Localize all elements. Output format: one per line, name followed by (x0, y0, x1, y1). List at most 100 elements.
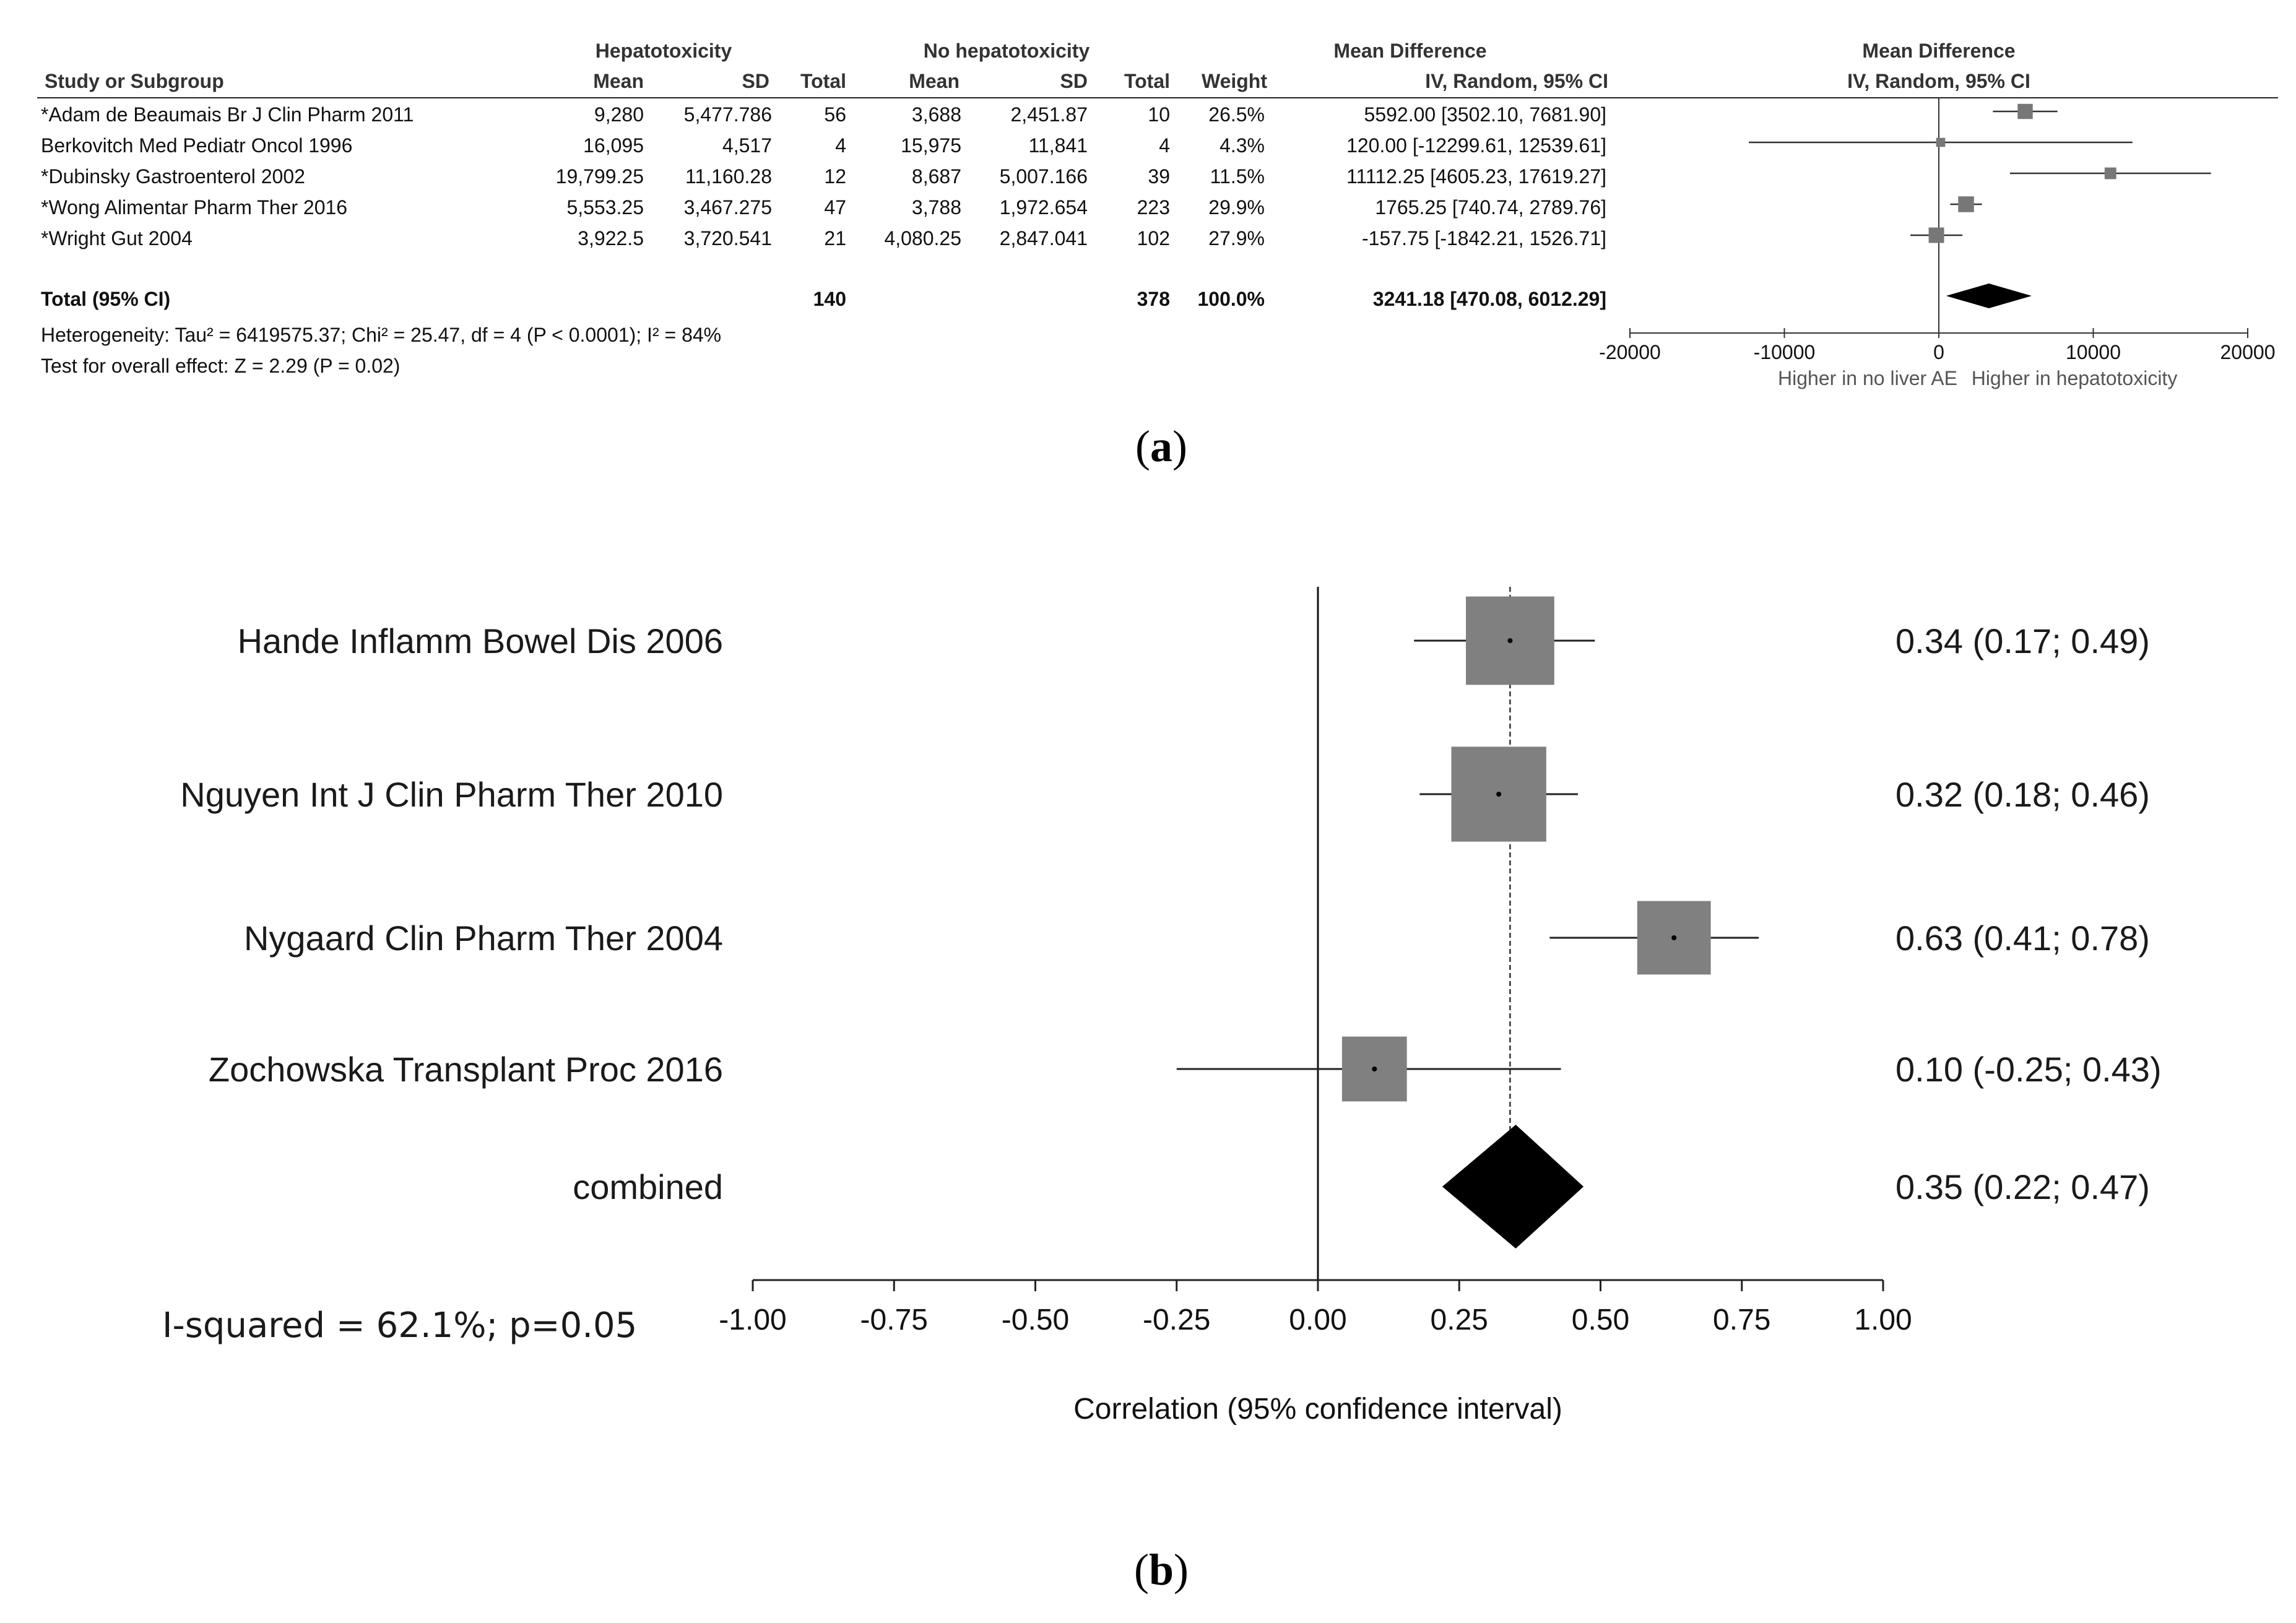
row-mean-nohepato: 3,788 (912, 196, 961, 219)
point-estimate-dot (1372, 1067, 1377, 1071)
row-weight: 26.5% (1208, 103, 1265, 126)
row-mean-hepato: 9,280 (594, 103, 644, 126)
point-estimate-square (1958, 196, 1974, 212)
study-label: Zochowska Transplant Proc 2016 (209, 1050, 723, 1089)
row-sd-hepato: 11,160.28 (685, 165, 772, 188)
table-row: *Dubinsky Gastroenterol 2002 19,799.25 1… (41, 165, 1606, 188)
row-sd-nohepato: 5,007.166 (1000, 165, 1088, 188)
point-estimate-dot (1496, 792, 1502, 797)
row-sd-nohepato: 2,847.041 (1000, 227, 1088, 249)
header-study: Study or Subgroup (45, 70, 224, 92)
x-tick-label-b: -0.50 (1002, 1304, 1069, 1336)
table-row: *Wong Alimentar Pharm Ther 2016 5,553.25… (41, 196, 1606, 219)
total-ci-text: 3241.18 [470.08, 6012.29] (1373, 288, 1606, 310)
row-weight: 29.9% (1208, 196, 1265, 219)
table-row: Berkovitch Med Pediatr Oncol 1996 16,095… (41, 134, 1606, 157)
effect-value-label: 0.63 (0.41; 0.78) (1895, 919, 2150, 958)
x-tick-label-a: 20000 (2220, 341, 2276, 363)
x-tick-label-b: 0.50 (1572, 1304, 1629, 1336)
row-weight: 4.3% (1219, 134, 1265, 157)
row-sd-hepato: 3,720.541 (684, 227, 772, 249)
point-estimate-square (1936, 137, 1946, 147)
x-tick-label-b: 1.00 (1854, 1304, 1912, 1336)
row-mean-hepato: 16,095 (583, 134, 644, 157)
effect-value-label: 0.10 (-0.25; 0.43) (1895, 1050, 2162, 1089)
header-mean-nohepato: Mean (909, 70, 960, 92)
row-total-hepato: 4 (835, 134, 846, 157)
row-ci-text: 11112.25 [4605.23, 17619.27] (1346, 165, 1606, 188)
row-mean-hepato: 19,799.25 (556, 165, 644, 188)
heterogeneity-text: Heterogeneity: Tau² = 6419575.37; Chi² =… (41, 324, 721, 346)
row-total-hepato: 47 (824, 196, 846, 219)
row-total-nohepato: 10 (1148, 103, 1170, 126)
row-total-nohepato: 102 (1137, 227, 1170, 249)
forest-plot-a: -20000 -10000 0 10000 20000 (1599, 98, 2275, 363)
study-label: Nygaard Clin Pharm Ther 2004 (244, 919, 723, 958)
header-group-no-hepatotoxicity: No hepatotoxicity (924, 40, 1090, 62)
x-axis-title-b: Correlation (95% confidence interval) (1073, 1393, 1562, 1426)
panel-b-forest-plot: Hande Inflamm Bowel Dis 2006 0.34 (0.17; … (162, 587, 2162, 1595)
overall-effect-text: Test for overall effect: Z = 2.29 (P = 0… (41, 355, 400, 377)
panel-label-b-letter: b (1149, 1545, 1174, 1595)
total-hepato: 140 (813, 288, 846, 310)
row-ci-text: -157.75 [-1842.21, 1526.71] (1362, 227, 1606, 249)
header-plot-mean-difference: Mean Difference (1862, 40, 2015, 62)
row-total-nohepato: 39 (1148, 165, 1170, 188)
row-total-nohepato: 223 (1137, 196, 1170, 219)
header-method: IV, Random, 95% CI (1425, 70, 1608, 92)
row-total-nohepato: 4 (1159, 134, 1170, 157)
row-mean-hepato: 3,922.5 (578, 227, 644, 249)
row-ci-text: 1765.25 [740.74, 2789.76] (1375, 196, 1606, 219)
header-weight: Weight (1202, 70, 1267, 92)
row-study-name: Berkovitch Med Pediatr Oncol 1996 (41, 134, 352, 157)
row-total-hepato: 56 (824, 103, 846, 126)
row-sd-hepato: 4,517 (722, 134, 772, 157)
x-tick-label-a: 0 (1933, 341, 1944, 363)
row-mean-nohepato: 8,687 (912, 165, 961, 188)
header-plot-method: IV, Random, 95% CI (1847, 70, 2030, 92)
row-sd-nohepato: 2,451.87 (1010, 103, 1088, 126)
effect-value-label: 0.34 (0.17; 0.49) (1895, 621, 2150, 660)
x-tick-label-b: 0.00 (1289, 1304, 1346, 1336)
point-estimate-square (2104, 167, 2116, 180)
x-tick-label-b: 0.75 (1713, 1304, 1770, 1336)
x-tick-label-a: 10000 (2066, 341, 2121, 363)
row-sd-hepato: 3,467.275 (684, 196, 772, 219)
header-total-nohepato: Total (1124, 70, 1170, 92)
table-row: *Adam de Beaumais Br J Clin Pharm 2011 9… (41, 103, 1606, 126)
x-tick-label-b: -0.75 (860, 1304, 928, 1336)
row-mean-hepato: 5,553.25 (566, 196, 644, 219)
point-estimate-square (1928, 227, 1944, 243)
header-total-hepato: Total (800, 70, 846, 92)
row-study-name: *Wong Alimentar Pharm Ther 2016 (41, 196, 347, 219)
panel-label-b-open: ( (1134, 1545, 1149, 1595)
point-estimate-dot (1507, 638, 1513, 643)
point-estimate-square (2017, 103, 2033, 119)
pooled-diamond (1946, 283, 2032, 308)
total-nohepato: 378 (1137, 288, 1170, 310)
row-mean-nohepato: 4,080.25 (884, 227, 961, 249)
row-study-name: *Dubinsky Gastroenterol 2002 (41, 165, 305, 188)
study-rows: *Adam de Beaumais Br J Clin Pharm 2011 9… (41, 103, 1606, 249)
table-row-total: Total (95% CI) 140 378 100.0% 3241.18 [4… (41, 288, 1606, 310)
panel-a-forest-table: Hepatotoxicity No hepatotoxicity Mean Di… (37, 40, 2278, 471)
total-weight: 100.0% (1197, 288, 1265, 310)
row-weight: 27.9% (1208, 227, 1265, 249)
header-group-mean-difference: Mean Difference (1333, 40, 1486, 62)
effect-value-label: 0.32 (0.18; 0.46) (1895, 775, 2150, 814)
panel-label-b-close: ) (1174, 1545, 1189, 1595)
panel-label-a: (a) (1135, 422, 1187, 471)
i-squared-text: I-squared = 62.1%; p=0.05 (162, 1305, 637, 1346)
row-sd-nohepato: 11,841 (1029, 134, 1088, 157)
combined-value-label: 0.35 (0.22; 0.47) (1895, 1167, 2150, 1206)
x-tick-label-b: -0.25 (1143, 1304, 1210, 1336)
header-mean-hepato: Mean (593, 70, 644, 92)
row-study-name: *Adam de Beaumais Br J Clin Pharm 2011 (41, 103, 414, 126)
row-weight: 11.5% (1210, 165, 1265, 188)
x-tick-label-b: 0.25 (1431, 1304, 1488, 1336)
header-sd-nohepato: SD (1060, 70, 1088, 92)
header-group-hepatotoxicity: Hepatotoxicity (596, 40, 732, 62)
total-study-label: Total (95% CI) (41, 288, 170, 310)
pooled-diamond (1442, 1125, 1584, 1249)
